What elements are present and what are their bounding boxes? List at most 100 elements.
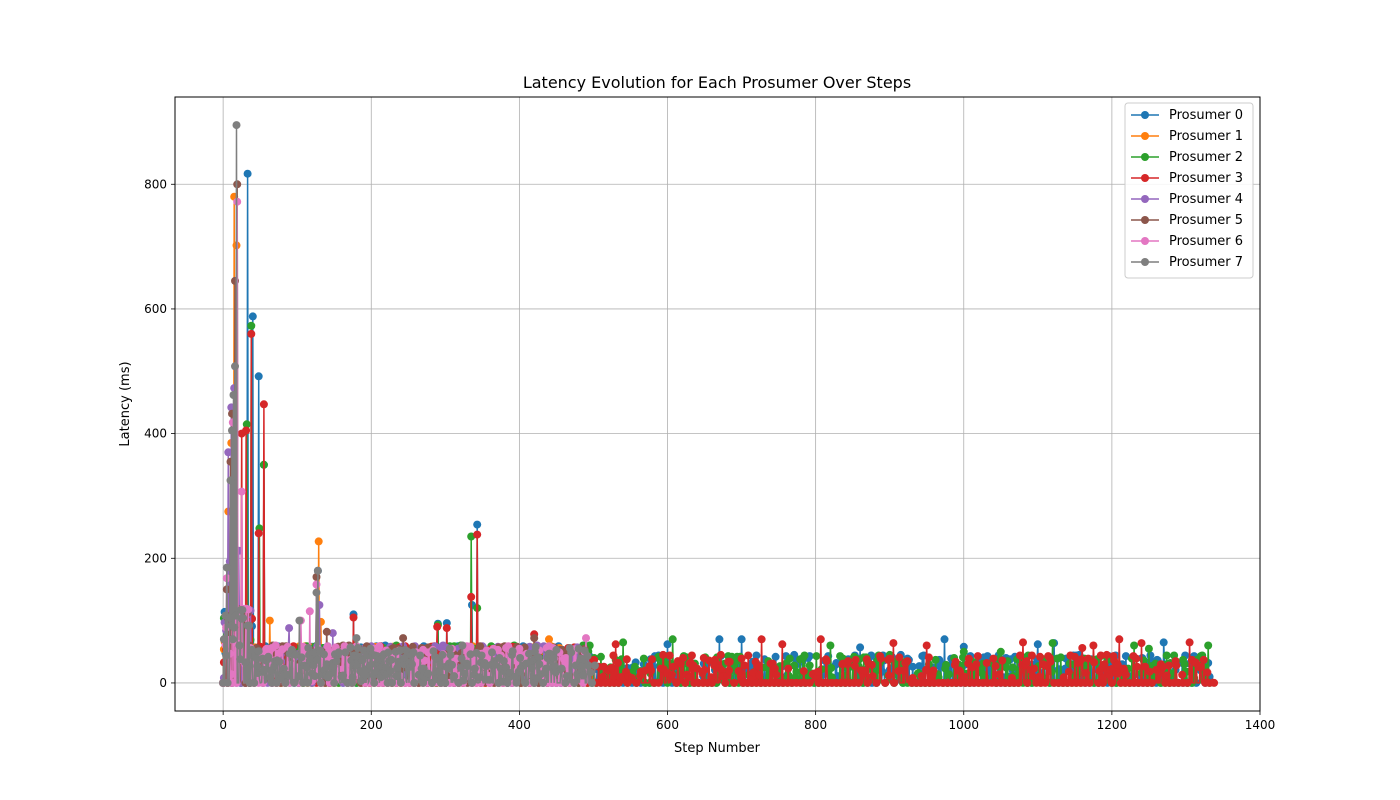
data-point xyxy=(416,651,425,660)
data-point xyxy=(512,678,521,687)
data-point xyxy=(1041,678,1050,687)
data-point xyxy=(1180,660,1189,669)
data-point xyxy=(387,655,396,664)
x-tick-label: 1000 xyxy=(948,718,979,732)
legend-label: Prosumer 7 xyxy=(1169,255,1243,270)
data-point xyxy=(545,635,553,644)
data-point xyxy=(297,653,306,662)
legend-label: Prosumer 2 xyxy=(1169,150,1243,165)
data-point xyxy=(259,665,268,674)
data-point xyxy=(647,666,656,675)
data-point xyxy=(459,676,468,685)
data-point xyxy=(1147,678,1156,687)
data-point xyxy=(868,672,877,681)
legend-marker xyxy=(1141,111,1149,119)
data-point xyxy=(242,426,251,435)
data-point xyxy=(876,654,885,663)
data-point xyxy=(1027,651,1036,660)
data-point xyxy=(730,678,739,687)
data-point xyxy=(669,662,678,671)
data-point xyxy=(542,664,550,673)
data-point xyxy=(241,658,250,667)
data-point xyxy=(438,650,447,659)
data-point xyxy=(1145,667,1154,676)
data-point xyxy=(940,635,949,644)
data-point xyxy=(1096,651,1105,660)
data-point xyxy=(1014,678,1023,687)
data-point xyxy=(247,321,256,330)
data-point xyxy=(725,657,734,666)
data-point xyxy=(245,621,254,630)
legend-marker xyxy=(1141,132,1149,140)
x-tick-label: 0 xyxy=(219,718,227,732)
data-point xyxy=(998,656,1007,665)
x-tick-label: 200 xyxy=(360,718,383,732)
data-point xyxy=(924,653,933,662)
data-point xyxy=(872,678,881,687)
data-point xyxy=(231,362,239,371)
data-point xyxy=(856,643,865,652)
data-point xyxy=(557,664,566,673)
data-point xyxy=(473,520,482,529)
data-point xyxy=(312,580,321,589)
data-point xyxy=(951,657,960,666)
data-point xyxy=(356,677,365,686)
data-point xyxy=(252,654,261,663)
data-point xyxy=(790,661,799,670)
data-point xyxy=(445,644,454,653)
data-point xyxy=(584,661,593,670)
data-point xyxy=(435,667,444,676)
data-point xyxy=(244,605,253,614)
data-point xyxy=(827,664,836,672)
data-point xyxy=(436,660,445,669)
data-point xyxy=(219,635,228,644)
data-point xyxy=(1099,678,1107,687)
legend-label: Prosumer 0 xyxy=(1169,108,1243,123)
data-point xyxy=(972,660,981,669)
data-point xyxy=(259,400,268,409)
data-point xyxy=(890,678,899,687)
data-point xyxy=(934,673,943,682)
data-point xyxy=(668,670,676,679)
data-point xyxy=(1137,639,1146,648)
legend-label: Prosumer 5 xyxy=(1169,213,1243,228)
data-point xyxy=(1204,641,1213,650)
data-point xyxy=(1028,672,1037,681)
data-point xyxy=(1019,638,1027,647)
data-point xyxy=(312,588,321,597)
data-point xyxy=(784,664,793,673)
data-point xyxy=(771,652,780,661)
data-point xyxy=(446,650,455,659)
data-point xyxy=(826,641,835,650)
data-point xyxy=(1121,670,1130,679)
data-point xyxy=(375,642,384,651)
chart-title: Latency Evolution for Each Prosumer Over… xyxy=(523,73,911,92)
data-point xyxy=(232,121,241,130)
data-point xyxy=(230,623,239,632)
x-axis-label: Step Number xyxy=(674,741,761,756)
data-point xyxy=(1162,651,1171,660)
data-point xyxy=(226,476,235,485)
data-point xyxy=(488,648,496,657)
data-point xyxy=(850,662,859,671)
data-point xyxy=(867,660,876,669)
x-tick-label: 1200 xyxy=(1097,718,1128,732)
data-point xyxy=(799,667,808,676)
data-point xyxy=(1048,639,1057,648)
data-point xyxy=(409,648,418,657)
data-point xyxy=(931,655,940,664)
data-point xyxy=(812,652,821,661)
data-point xyxy=(721,678,730,687)
data-point xyxy=(352,634,361,643)
data-point xyxy=(473,530,482,539)
data-point xyxy=(757,635,766,644)
data-point xyxy=(672,678,681,687)
data-point xyxy=(521,678,530,687)
legend-label: Prosumer 3 xyxy=(1169,171,1243,186)
data-point xyxy=(1046,657,1055,666)
data-point xyxy=(944,670,953,679)
data-point xyxy=(613,659,622,667)
legend-label: Prosumer 1 xyxy=(1169,129,1243,144)
data-point xyxy=(562,672,571,681)
